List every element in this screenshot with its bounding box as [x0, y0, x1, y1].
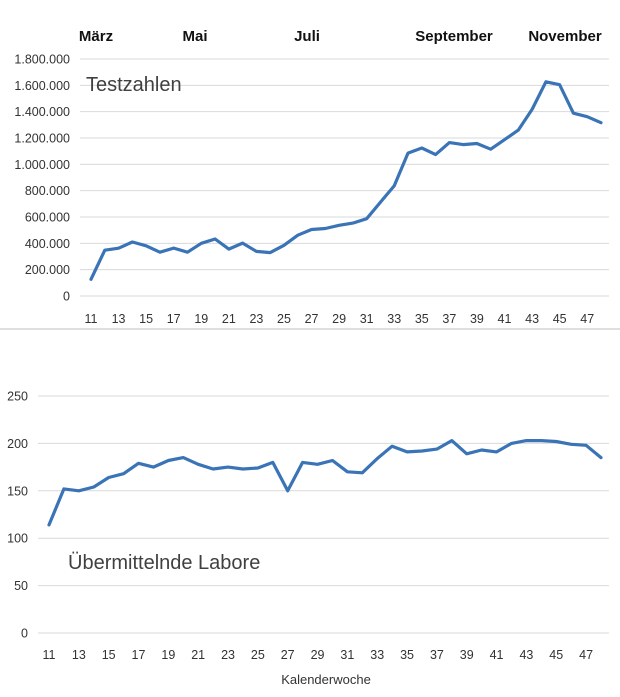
- tests-x-tick-label: 19: [194, 312, 208, 326]
- tests-y-tick-label: 1.200.000: [14, 132, 70, 146]
- labs-x-tick-label: 29: [311, 648, 325, 662]
- tests-y-tick-label: 1.400.000: [14, 105, 70, 119]
- tests-y-tick-label: 600.000: [25, 211, 70, 225]
- labs-y-tick-label: 50: [14, 579, 28, 593]
- labs-y-tick-label: 250: [7, 390, 28, 404]
- tests-x-tick-label: 35: [415, 312, 429, 326]
- month-label: Mai: [182, 28, 207, 45]
- tests-x-tick-label: 27: [305, 312, 319, 326]
- tests-y-tick-label: 1.000.000: [14, 158, 70, 172]
- labs-y-tick-label: 100: [7, 532, 28, 546]
- labs-x-tick-label: 35: [400, 648, 414, 662]
- tests-annotation: Testzahlen: [86, 74, 182, 96]
- labs-x-tick-label: 37: [430, 648, 444, 662]
- test-numbers-chart: 0 200.000 400.000 600.000 800.000 1.000.000 1.…: [14, 53, 609, 326]
- labs-x-tick-label: 41: [490, 648, 504, 662]
- labs-x-tick-label: 13: [72, 648, 86, 662]
- tests-x-tick-label: 37: [442, 312, 456, 326]
- labs-series-line: [47, 439, 603, 527]
- tests-x-tick-label: 29: [332, 312, 346, 326]
- labs-y-tick-label: 200: [7, 437, 28, 451]
- labs-x-tick-label: 25: [251, 648, 265, 662]
- tests-x-tick-label: 33: [387, 312, 401, 326]
- tests-y-tick-label: 400.000: [25, 237, 70, 251]
- labs-x-tick-label: 43: [519, 648, 533, 662]
- tests-x-tick-label: 43: [525, 312, 539, 326]
- labs-x-tick-label: 17: [132, 648, 146, 662]
- labs-chart: 0 50 100 150 200 250 11 13 15 17 19 21 23 25 27 29 31 33 3…: [7, 390, 609, 687]
- labs-x-tick-label: 31: [340, 648, 354, 662]
- tests-x-tick-label: 23: [249, 312, 263, 326]
- tests-y-tick-label: 1.800.000: [14, 53, 70, 67]
- tests-x-tick-label: 25: [277, 312, 291, 326]
- tests-x-tick-label: 47: [580, 312, 594, 326]
- labs-x-tick-label: 19: [161, 648, 175, 662]
- labs-x-tick-label: 11: [43, 648, 56, 662]
- tests-y-tick-label: 1.600.000: [14, 79, 70, 93]
- tests-y-tick-label: 200.000: [25, 263, 70, 277]
- labs-x-tick-label: 23: [221, 648, 235, 662]
- labs-x-tick-label: 27: [281, 648, 295, 662]
- labs-x-tick-label: 33: [370, 648, 384, 662]
- tests-x-tick-label: 15: [139, 312, 153, 326]
- month-label: Juli: [294, 28, 320, 45]
- tests-x-tick-label: 11: [85, 312, 98, 326]
- tests-y-tick-label: 800.000: [25, 184, 70, 198]
- month-labels: März Mai Juli September November: [79, 28, 602, 45]
- labs-x-tick-label: 15: [102, 648, 116, 662]
- tests-series-line: [89, 80, 603, 281]
- labs-x-tick-label: 39: [460, 648, 474, 662]
- month-label: März: [79, 28, 113, 45]
- month-label: November: [528, 28, 602, 45]
- labs-y-tick-label: 150: [7, 484, 28, 498]
- tests-x-tick-label: 39: [470, 312, 484, 326]
- labs-x-axis-label: Kalenderwoche: [281, 672, 371, 687]
- tests-x-tick-label: 21: [222, 312, 236, 326]
- tests-x-tick-label: 31: [360, 312, 374, 326]
- labs-y-tick-label: 0: [21, 627, 28, 641]
- tests-x-tick-label: 41: [498, 312, 512, 326]
- labs-x-tick-label: 47: [579, 648, 593, 662]
- labs-x-tick-label: 21: [191, 648, 205, 662]
- labs-x-tick-label: 45: [549, 648, 563, 662]
- labs-annotation: Übermittelnde Labore: [68, 552, 260, 574]
- month-label: September: [415, 28, 493, 45]
- tests-y-tick-label: 0: [63, 290, 70, 304]
- tests-x-tick-label: 45: [553, 312, 567, 326]
- tests-x-tick-label: 17: [167, 312, 181, 326]
- tests-x-tick-label: 13: [112, 312, 126, 326]
